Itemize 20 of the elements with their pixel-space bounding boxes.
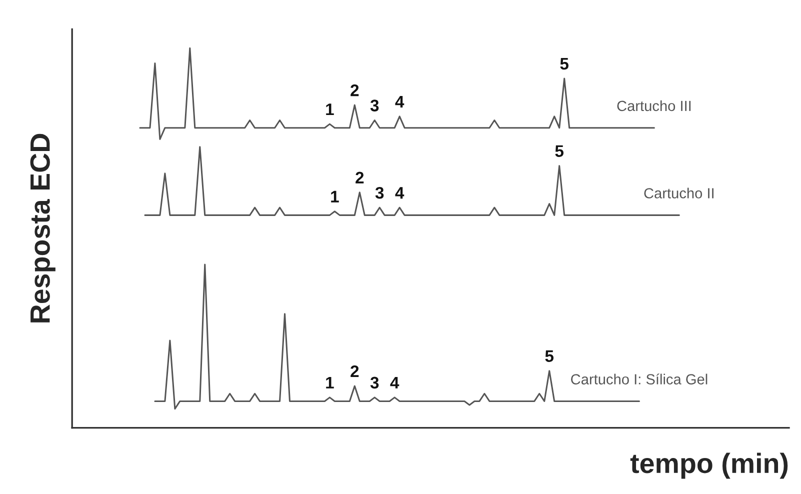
annotation: 1: [326, 376, 334, 388]
annotation: 2: [356, 172, 364, 184]
annotation: 4: [395, 96, 404, 108]
annotation: 5: [560, 58, 568, 70]
annotation: 2: [350, 84, 359, 96]
annotation: 3: [375, 186, 384, 199]
series-label: Cartucho III: [617, 100, 691, 112]
annotation: 3: [370, 100, 379, 112]
annotation: 5: [545, 350, 554, 362]
annotation: 2: [350, 365, 359, 378]
annotation: 5: [555, 145, 564, 157]
x-axis-title: tempo (min): [630, 452, 788, 479]
series-label: Cartucho II: [644, 188, 714, 198]
series-label: Cartucho I: Sílica Gel: [571, 374, 708, 384]
annotation: 3: [370, 376, 379, 389]
annotation: 1: [331, 190, 339, 202]
annotation: 1: [326, 104, 334, 116]
annotation: 4: [395, 187, 404, 199]
annotation: 4: [390, 376, 400, 388]
y-axis-title: Resposta ECD: [30, 134, 56, 322]
